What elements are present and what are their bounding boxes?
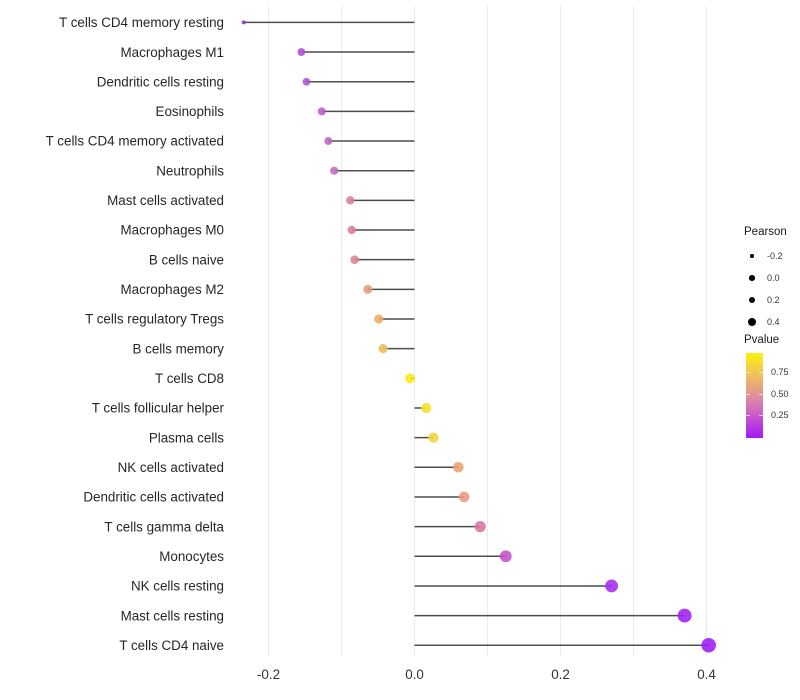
data-point bbox=[347, 225, 356, 235]
legend-pvalue-item-label: 0.75 bbox=[771, 367, 789, 377]
y-axis-label: B cells naive bbox=[149, 252, 224, 267]
legend-pvalue-item-label: 0.25 bbox=[771, 410, 789, 420]
x-axis-tick-label: 0.0 bbox=[405, 667, 424, 682]
y-axis-label: T cells CD8 bbox=[155, 371, 224, 386]
y-axis-label: Macrophages M0 bbox=[121, 223, 224, 238]
y-axis-label: Neutrophils bbox=[156, 163, 224, 178]
y-axis-label: T cells gamma delta bbox=[104, 519, 224, 534]
gradient-tick bbox=[746, 393, 750, 395]
size-legend-dot-icon bbox=[748, 296, 756, 304]
y-axis-label: Plasma cells bbox=[149, 430, 224, 445]
y-axis-label: Mast cells activated bbox=[107, 193, 224, 208]
size-legend-dot-icon bbox=[748, 318, 756, 326]
legend-pvalue-item-label: 0.50 bbox=[771, 388, 789, 399]
data-point bbox=[317, 107, 326, 116]
x-axis-tick-label: 0.2 bbox=[551, 667, 570, 682]
data-point bbox=[363, 284, 373, 294]
data-point bbox=[701, 637, 716, 653]
legend-dot-cell bbox=[744, 296, 760, 304]
data-point bbox=[405, 373, 416, 384]
legend-pvalue-gradient-row: 0.75 0.50 0.25 bbox=[744, 353, 789, 443]
size-legend-dot-icon bbox=[750, 254, 754, 258]
legend-size-item: -0.2 bbox=[744, 245, 787, 267]
legend-dot-cell bbox=[744, 254, 760, 258]
data-point bbox=[241, 20, 246, 25]
gradient-tick bbox=[746, 372, 750, 373]
x-axis-tick-label: -0.2 bbox=[257, 667, 280, 682]
legend-size-item: 0.4 bbox=[744, 311, 787, 333]
data-point bbox=[605, 579, 618, 593]
data-point bbox=[297, 48, 306, 56]
data-point bbox=[474, 521, 486, 533]
legend-dot-cell bbox=[744, 275, 760, 281]
y-axis-label: Macrophages M1 bbox=[121, 45, 224, 60]
legend-size-item: 0.0 bbox=[744, 267, 787, 289]
legend-pvalue: Pvalue 0.75 0.50 0.25 bbox=[744, 334, 789, 443]
legend-size-item: 0.2 bbox=[744, 289, 787, 311]
y-axis-label: T cells CD4 memory activated bbox=[46, 134, 224, 149]
data-point bbox=[346, 196, 355, 205]
pvalue-gradient-bar bbox=[746, 353, 763, 438]
data-point bbox=[458, 491, 470, 503]
data-point bbox=[374, 314, 384, 324]
y-axis-label: Mast cells resting bbox=[121, 608, 224, 623]
y-axis-label: Macrophages M2 bbox=[121, 282, 224, 297]
legend-pvalue-title: Pvalue bbox=[744, 334, 780, 346]
legend-pearson-title: Pearson bbox=[744, 226, 787, 238]
y-axis-label: T cells follicular helper bbox=[92, 401, 225, 416]
y-axis-label: NK cells resting bbox=[131, 579, 224, 594]
data-point bbox=[330, 166, 339, 175]
y-axis-label: Monocytes bbox=[159, 549, 224, 564]
legend-size-item-label: 0.2 bbox=[767, 295, 780, 305]
y-axis-label: Dendritic cells resting bbox=[97, 74, 224, 89]
gradient-tick bbox=[759, 393, 763, 395]
legend-size-item-label: 0.4 bbox=[767, 317, 780, 327]
x-axis-tick-label: 0.4 bbox=[697, 667, 716, 682]
data-point bbox=[453, 462, 464, 473]
y-axis-label: T cells CD4 memory resting bbox=[59, 15, 224, 30]
data-point bbox=[499, 550, 512, 563]
data-point bbox=[324, 137, 333, 146]
y-axis-label: B cells memory bbox=[132, 341, 224, 356]
data-point bbox=[428, 432, 439, 443]
data-point bbox=[421, 402, 432, 414]
gradient-tick bbox=[746, 415, 750, 416]
legend-dot-cell bbox=[744, 318, 760, 326]
gradient-tick bbox=[759, 415, 763, 416]
data-point bbox=[378, 344, 388, 354]
legend-pearson: Pearson -0.2 0.0 0.2 0.4 bbox=[744, 226, 787, 333]
y-axis-label: T cells regulatory Tregs bbox=[85, 312, 224, 327]
y-axis-label: Dendritic cells activated bbox=[83, 490, 224, 505]
y-axis-label: NK cells activated bbox=[118, 460, 224, 475]
legend-size-item-label: 0.0 bbox=[767, 273, 780, 283]
gradient-tick bbox=[759, 372, 763, 373]
y-axis-label: Eosinophils bbox=[156, 104, 225, 119]
legend-size-item-label: -0.2 bbox=[767, 251, 783, 261]
data-point bbox=[302, 77, 311, 86]
legend-pearson-items: -0.2 0.0 0.2 0.4 bbox=[744, 245, 787, 333]
data-point bbox=[677, 608, 692, 623]
data-point bbox=[350, 255, 359, 264]
y-axis-label: T cells CD4 naive bbox=[119, 638, 224, 653]
size-legend-dot-icon bbox=[749, 275, 755, 281]
